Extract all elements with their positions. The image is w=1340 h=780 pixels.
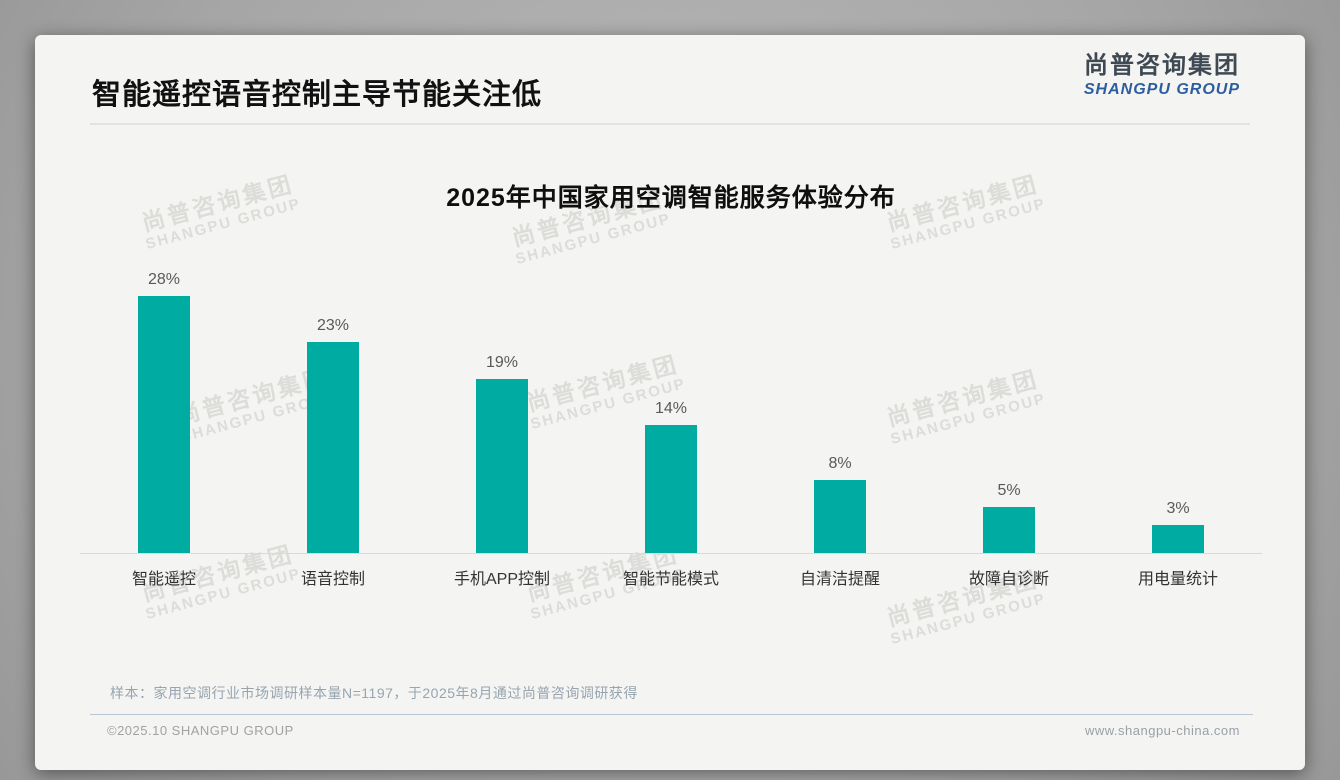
sample-footnote: 样本：家用空调行业市场调研样本量N=1197，于2025年8月通过尚普咨询调研获… xyxy=(110,685,638,701)
footer-divider xyxy=(90,714,1253,715)
category-label: 手机APP控制 xyxy=(453,571,551,588)
bar-value-label: 8% xyxy=(828,455,852,472)
chart-title: 2025年中国家用空调智能服务体验分布 xyxy=(446,184,896,212)
bar-智能遥控 xyxy=(138,296,190,553)
header-divider xyxy=(90,123,1250,125)
bar-故障自诊断 xyxy=(983,507,1035,553)
bar-智能节能模式 xyxy=(645,425,697,553)
category-label: 用电量统计 xyxy=(1137,571,1218,588)
bar-value-label: 3% xyxy=(1166,500,1190,517)
logo-chinese-text: 尚普咨询集团 xyxy=(1084,52,1240,79)
bar-value-label: 28% xyxy=(147,271,181,288)
website-url: www.shangpu-china.com xyxy=(1084,723,1240,738)
copyright-text: ©2025.10 SHANGPU GROUP xyxy=(107,723,294,738)
category-label: 语音控制 xyxy=(300,571,365,588)
bar-value-label: 23% xyxy=(316,317,350,334)
logo-english-text: SHANGPU GROUP xyxy=(1083,81,1240,99)
bar-手机APP控制 xyxy=(476,379,528,553)
bar-value-label: 14% xyxy=(654,400,688,417)
category-label: 故障自诊断 xyxy=(968,571,1049,588)
category-label: 自清洁提醒 xyxy=(799,571,880,588)
bar-用电量统计 xyxy=(1152,525,1204,553)
bar-语音控制 xyxy=(307,342,359,553)
watermark: 尚普咨询集团 SHANGPU GROUP xyxy=(884,365,1049,449)
bar-自清洁提醒 xyxy=(814,480,866,553)
category-label: 智能遥控 xyxy=(131,571,196,588)
bar-value-label: 19% xyxy=(485,354,519,371)
x-axis-line xyxy=(80,553,1262,554)
category-label: 智能节能模式 xyxy=(622,571,719,588)
report-slide: 尚普咨询集团 SHANGPU GROUP 尚普咨询集团 SHANGPU GROUP 尚普… xyxy=(35,35,1305,770)
company-logo: 尚普咨询集团 SHANGPU GROUP xyxy=(1083,52,1240,99)
bar-value-label: 5% xyxy=(997,482,1021,499)
page-title: 智能遥控语音控制主导节能关注低 xyxy=(92,79,543,111)
